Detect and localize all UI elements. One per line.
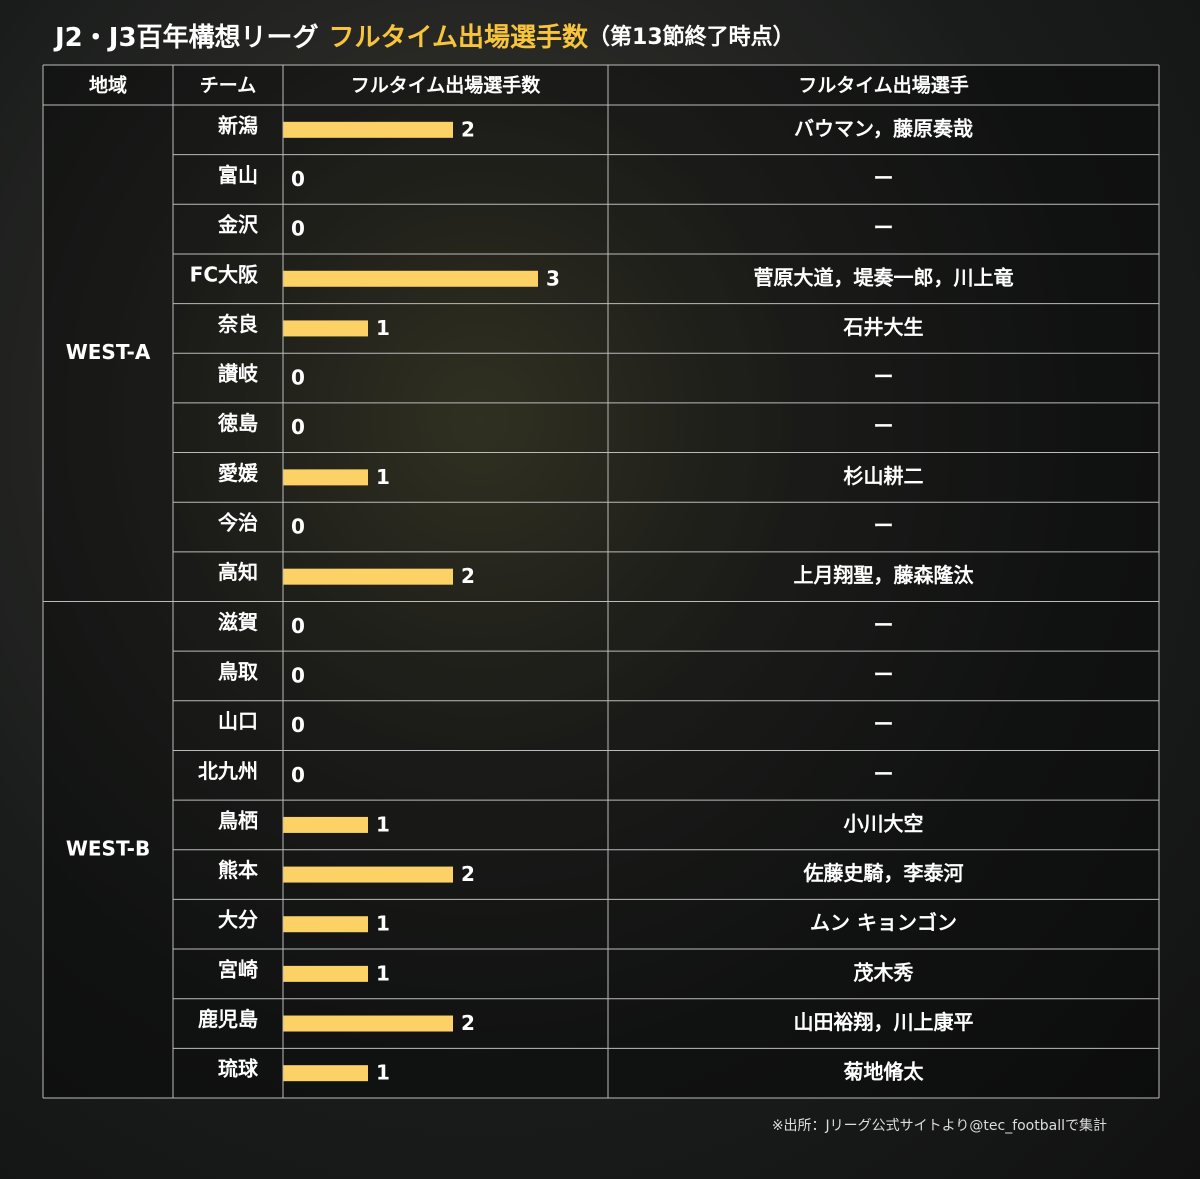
players: ー <box>874 613 894 637</box>
count-label: 1 <box>376 812 390 836</box>
players: ー <box>874 365 894 389</box>
team-name: 大分 <box>218 908 258 932</box>
players: 菅原大道，堤奏一郎，川上竜 <box>754 265 1014 289</box>
players: ー <box>874 414 894 438</box>
players: 上月翔聖，藤森隆汰 <box>794 563 975 587</box>
team-name: 金沢 <box>217 213 259 237</box>
team-name: 滋賀 <box>218 610 258 634</box>
count-label: 0 <box>291 515 305 539</box>
team-name: 宮崎 <box>218 957 258 981</box>
bar <box>283 320 368 337</box>
count-label: 0 <box>291 713 305 737</box>
title-note: （第13節終了時点） <box>588 24 795 50</box>
players: 菊地脩太 <box>844 1060 925 1084</box>
team-name: 鳥栖 <box>218 808 258 832</box>
bar <box>283 469 368 486</box>
bar <box>283 866 453 883</box>
players: 茂木秀 <box>854 960 914 984</box>
region: WEST-A <box>66 340 151 364</box>
team-name: 今治 <box>218 511 258 535</box>
count-label: 3 <box>546 266 560 290</box>
team-name: FC大阪 <box>190 262 259 286</box>
bar <box>283 1015 453 1032</box>
bar <box>283 270 538 287</box>
team-name: 徳島 <box>217 411 258 435</box>
players: ー <box>874 166 894 190</box>
team-name: 琉球 <box>218 1057 259 1081</box>
title: J2・J3百年構想リーグ フルタイム出場選手数（第13節終了時点） <box>53 22 795 53</box>
team-name: 高知 <box>218 560 258 584</box>
players: 石井大生 <box>843 315 924 339</box>
title-main: J2・J3百年構想リーグ <box>53 22 319 53</box>
team-name: 新潟 <box>218 113 258 137</box>
count-label: 0 <box>291 415 305 439</box>
table-background <box>43 65 1159 1098</box>
count-label: 1 <box>376 961 390 985</box>
team-name: 愛媛 <box>218 461 259 485</box>
team-name: 奈良 <box>217 312 258 336</box>
players: ムン キョンゴン <box>810 911 957 935</box>
bar <box>283 568 453 585</box>
team-name: 熊本 <box>218 858 258 882</box>
players: 小川大空 <box>844 811 924 835</box>
column-header: フルタイム出場選手数 <box>351 74 542 97</box>
column-header: フルタイム出場選手 <box>798 74 969 97</box>
region: WEST-B <box>66 836 150 860</box>
bar <box>283 916 368 933</box>
count-label: 1 <box>376 465 390 489</box>
count-label: 1 <box>376 912 390 936</box>
bar <box>283 816 368 833</box>
source-note: ※出所：Jリーグ公式サイトより@tec_footballで集計 <box>772 1117 1107 1134</box>
count-label: 2 <box>461 564 475 588</box>
count-label: 2 <box>461 1011 475 1035</box>
players: 杉山耕二 <box>844 464 924 488</box>
team-name: 鳥取 <box>218 659 258 683</box>
bar <box>283 121 453 138</box>
team-name: 鹿児島 <box>198 1007 258 1031</box>
count-label: 0 <box>291 763 305 787</box>
count-label: 0 <box>291 366 305 390</box>
count-label: 0 <box>291 614 305 638</box>
count-label: 1 <box>376 1061 390 1085</box>
column-header: チーム <box>200 75 256 97</box>
players: ー <box>874 514 894 538</box>
title-highlight: フルタイム出場選手数 <box>329 23 589 53</box>
count-label: 2 <box>461 117 475 141</box>
column-header: 地域 <box>89 74 127 97</box>
count-label: 0 <box>291 217 305 241</box>
players: ー <box>874 216 894 240</box>
bar <box>283 1065 368 1082</box>
bar <box>283 965 368 982</box>
team-name: 山口 <box>218 709 258 733</box>
players: 佐藤史騎，李泰河 <box>803 861 964 885</box>
team-name: 北九州 <box>198 759 258 783</box>
players: バウマン，藤原奏哉 <box>794 116 973 140</box>
players: ー <box>874 662 894 686</box>
count-label: 0 <box>291 167 305 191</box>
players: 山田裕翔，川上康平 <box>794 1010 974 1034</box>
team-name: 讃岐 <box>218 362 258 386</box>
count-label: 1 <box>376 316 390 340</box>
players: ー <box>874 762 894 786</box>
team-name: 富山 <box>218 163 258 187</box>
players: ー <box>874 712 894 736</box>
count-label: 0 <box>291 663 305 687</box>
count-label: 2 <box>461 862 475 886</box>
